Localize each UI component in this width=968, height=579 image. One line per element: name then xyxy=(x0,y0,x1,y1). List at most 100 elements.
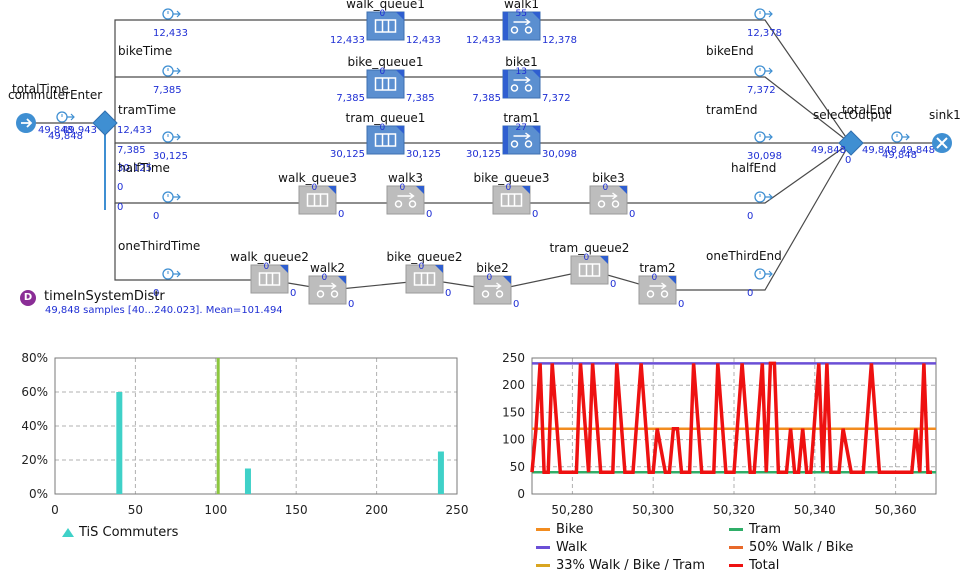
total-time-measure-icon[interactable] xyxy=(56,111,75,123)
total-time-label: totalTime xyxy=(12,82,69,96)
bike3-label: bike3 xyxy=(592,171,625,185)
hist-plot-frame xyxy=(54,357,458,495)
route-start-measure-0-icon[interactable] xyxy=(162,8,181,20)
hist-xtick: 200 xyxy=(365,503,388,517)
route-start-count-4: 0 xyxy=(153,288,159,299)
bike_queue3-out-count: 0 xyxy=(532,209,538,220)
ts-legend-item: Tram xyxy=(729,522,781,537)
walk1-top-count: 55 xyxy=(516,9,527,19)
select-output-diamond[interactable] xyxy=(838,130,864,156)
walk_queue3-label: walk_queue3 xyxy=(278,171,357,185)
ts-legend-label: Total xyxy=(748,558,779,573)
bike2-out-count: 0 xyxy=(513,299,519,310)
bike_queue1-queue-icon xyxy=(374,77,397,91)
bike_queue1-block[interactable] xyxy=(366,69,405,99)
bike3-block[interactable] xyxy=(589,185,628,215)
route-end-measure-4-icon[interactable] xyxy=(754,268,773,280)
route-start-count-1: 7,385 xyxy=(153,85,182,96)
route-start-count-3: 0 xyxy=(153,211,159,222)
branch-count-3: 0 xyxy=(117,182,123,193)
walk2-label: walk2 xyxy=(310,261,345,275)
route-end-count-0: 12,378 xyxy=(747,28,782,39)
walk_queue2-block[interactable] xyxy=(250,264,289,294)
end-count-right: 49,848 xyxy=(900,145,935,156)
ts-legend-label: Bike xyxy=(556,522,584,537)
route-end-measure-3-icon[interactable] xyxy=(754,191,773,203)
time-in-system-distribution[interactable]: D timeInSystemDistr 49,848 samples [40..… xyxy=(20,288,620,322)
walk3-block[interactable] xyxy=(386,185,425,215)
tram1-block[interactable] xyxy=(502,125,541,155)
walk3-delay-icon xyxy=(394,200,403,208)
tram1-label: tram1 xyxy=(503,111,539,125)
ts-legend-swatch xyxy=(729,564,743,567)
bike_queue1-out-count: 7,385 xyxy=(406,93,435,104)
total-end-measure-icon[interactable] xyxy=(891,131,910,143)
walk3-top-count: 0 xyxy=(400,183,406,193)
bike1-top-count: 13 xyxy=(516,67,527,77)
route-end-measure-0-icon[interactable] xyxy=(754,8,773,20)
route-start-measure-4-icon[interactable] xyxy=(162,268,181,280)
walk2-delay-icon xyxy=(316,290,325,298)
route-end-measure-1-icon[interactable] xyxy=(754,65,773,77)
bike_queue3-block[interactable] xyxy=(492,185,531,215)
branch-count-1: 7,385 xyxy=(117,145,146,156)
bike3-out-count: 0 xyxy=(629,209,635,220)
tram2-block[interactable] xyxy=(638,275,677,305)
route-start-measure-3-icon[interactable] xyxy=(162,191,181,203)
walk_queue1-block[interactable] xyxy=(366,11,405,41)
ts-legend-item: Bike xyxy=(536,522,584,537)
walk_queue3-top-count: 0 xyxy=(312,183,318,193)
bike2-block[interactable] xyxy=(473,275,512,305)
route-label-1: tramTime xyxy=(118,103,176,117)
branch-select-diamond[interactable] xyxy=(92,110,118,136)
route-end-label-4: oneThirdEnd xyxy=(706,249,782,263)
bike_queue1-in-count: 7,385 xyxy=(336,93,365,104)
tram_queue1-block[interactable] xyxy=(366,125,405,155)
bike_queue2-top-count: 0 xyxy=(419,262,425,272)
bike1-delay-icon xyxy=(510,84,519,92)
hist-xtick: 250 xyxy=(446,503,469,517)
ts-legend-item: Walk xyxy=(536,540,588,555)
tram_queue1-in-count: 30,125 xyxy=(330,149,365,160)
time-series-chart: 0 50 100 150 200 250 50,280 50,300 50,320 50,340 5… xyxy=(502,351,937,573)
sink[interactable] xyxy=(932,133,952,153)
route-end-measure-2-icon[interactable] xyxy=(754,131,773,143)
ts-ytick: 150 xyxy=(502,405,525,419)
walk_queue2-label: walk_queue2 xyxy=(230,250,309,264)
ts-legend-swatch xyxy=(729,528,743,531)
select-output-count: 49,848 xyxy=(811,145,846,156)
commuter-enter-source[interactable] xyxy=(16,113,36,133)
walk_queue1-queue-icon xyxy=(374,19,397,33)
tram1-top-count: 27 xyxy=(516,123,527,133)
tram_queue2-queue-icon xyxy=(578,263,601,277)
ts-legend-item: 50% Walk / Bike xyxy=(729,540,853,555)
tram2-delay-icon xyxy=(646,290,655,298)
hist-ytick: 20% xyxy=(21,453,48,467)
walk_queue3-block[interactable] xyxy=(298,185,337,215)
tram2-label: tram2 xyxy=(639,261,675,275)
branch-count-0: 12,433 xyxy=(117,125,152,136)
bike_queue2-out-count: 0 xyxy=(445,288,451,299)
bike3-delay-icon xyxy=(597,200,606,208)
route-end-count-3: 0 xyxy=(747,211,753,222)
tram_queue2-label: tram_queue2 xyxy=(550,241,630,255)
ts-legend-label: Walk xyxy=(556,540,588,555)
bike_queue2-block[interactable] xyxy=(405,264,444,294)
select-output-below: 0 xyxy=(845,155,851,166)
hist-ytick: 0% xyxy=(29,487,48,501)
tram_queue2-block[interactable] xyxy=(570,255,609,285)
ts-xtick: 50,280 xyxy=(551,503,593,517)
walk2-block[interactable] xyxy=(308,275,347,305)
bike_queue2-queue-icon xyxy=(413,272,436,286)
hist-bar xyxy=(244,468,251,494)
walk3-out-count: 0 xyxy=(426,209,432,220)
end-count-left: 49,848 xyxy=(862,145,897,156)
ts-legend-swatch xyxy=(536,546,550,549)
hist-xtick: 100 xyxy=(204,503,227,517)
walk1-block[interactable] xyxy=(502,11,541,41)
bike1-block[interactable] xyxy=(502,69,541,99)
hist-ytick: 80% xyxy=(21,351,48,365)
walk1-out-count: 12,378 xyxy=(542,35,577,46)
route-start-measure-2-icon[interactable] xyxy=(162,131,181,143)
route-start-measure-1-icon[interactable] xyxy=(162,65,181,77)
